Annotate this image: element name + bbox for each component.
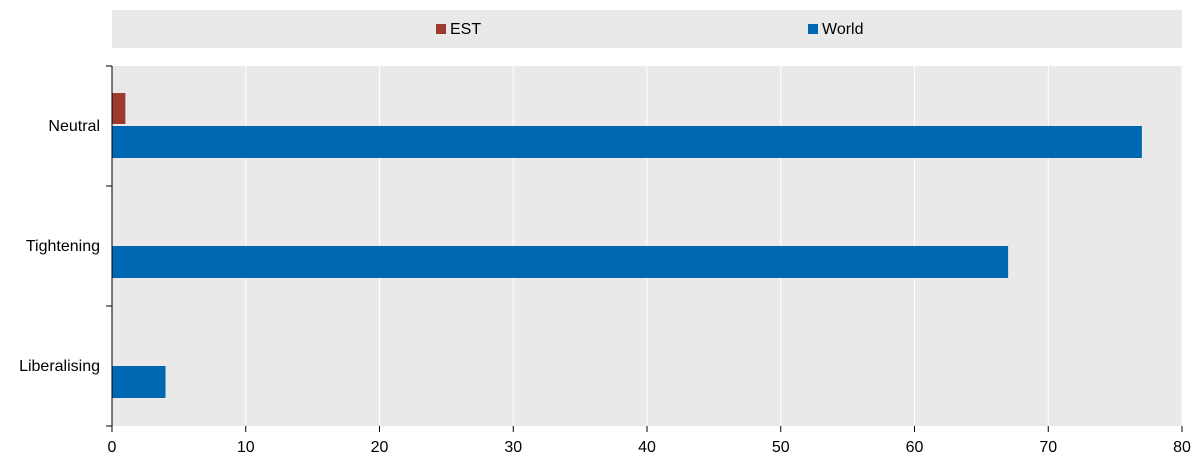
x-tick-label: 40	[638, 439, 656, 456]
bars	[112, 93, 1142, 398]
bar-est-neutral	[112, 93, 126, 124]
bar-world-neutral	[112, 126, 1142, 158]
x-tick-label: 80	[1173, 439, 1191, 456]
legend-label-world: World	[822, 21, 864, 38]
legend: EST World	[436, 21, 864, 38]
x-tick-label: 50	[772, 439, 790, 456]
legend-label-est: EST	[450, 21, 481, 38]
x-tick-label: 30	[504, 439, 522, 456]
x-tick-label: 60	[906, 439, 924, 456]
legend-box	[112, 10, 1182, 48]
legend-swatch-world	[808, 24, 818, 34]
x-tick-label: 10	[237, 439, 255, 456]
x-tick-label: 20	[371, 439, 389, 456]
category-label: Tightening	[26, 238, 100, 255]
x-tick-label: 0	[108, 439, 117, 456]
category-label: Liberalising	[19, 358, 100, 375]
axes: Neutral Tightening Liberalising 0 10 20 30 40 50…	[19, 65, 1191, 456]
category-label: Neutral	[48, 118, 100, 135]
legend-swatch-est	[436, 24, 446, 34]
bar-world-tightening	[112, 246, 1009, 278]
x-tick-label: 70	[1039, 439, 1057, 456]
bar-world-liberalising	[112, 366, 166, 398]
